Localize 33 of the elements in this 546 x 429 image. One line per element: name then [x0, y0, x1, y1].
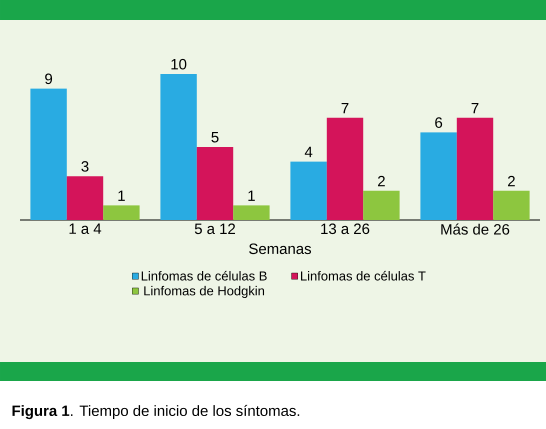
data-label: 6 — [435, 117, 442, 128]
data-label: 7 — [472, 103, 478, 114]
bar — [456, 118, 494, 220]
bar — [363, 190, 400, 220]
data-label: 4 — [304, 146, 312, 158]
data-label: 10 — [171, 58, 186, 70]
legend-label: Linfomas de Hodgkin — [144, 286, 264, 298]
data-label: 5 — [211, 132, 219, 142]
x-tick-label: 5 a 12 — [194, 224, 236, 234]
data-label: 3 — [81, 161, 89, 172]
data-label: 1 — [248, 190, 255, 201]
bar — [420, 132, 457, 220]
data-label: 2 — [508, 176, 515, 186]
bar — [160, 74, 197, 220]
legend-label: Linfomas de células T — [301, 270, 426, 281]
data-label: 7 — [342, 103, 348, 114]
x-tick-label: 1 a 4 — [70, 224, 102, 234]
x-axis-title: Semanas — [249, 244, 312, 254]
data-label: 2 — [378, 176, 385, 186]
text: Figura 1. Tiempo de inicio de los síntomas. — [12, 404, 300, 420]
bar — [290, 162, 327, 220]
bar — [326, 118, 364, 220]
legend-label: Linfomas de células B — [142, 270, 267, 281]
bar — [493, 190, 530, 220]
bar — [66, 176, 104, 220]
bar — [233, 205, 270, 220]
data-label: 1 — [118, 190, 125, 201]
x-tick-label: 13 a 26 — [321, 224, 370, 234]
data-label: 9 — [45, 74, 52, 84]
bar — [103, 205, 140, 220]
bar — [30, 88, 67, 220]
x-tick-label: Más de 26 — [441, 224, 510, 235]
bar — [196, 147, 234, 220]
